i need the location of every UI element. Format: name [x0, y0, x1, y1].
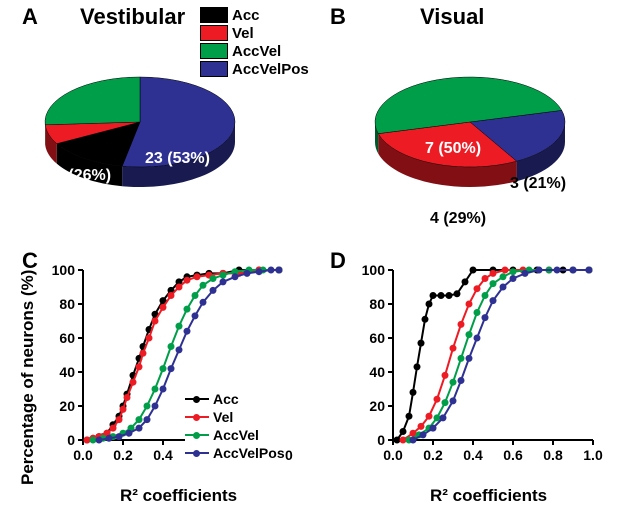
- panel-label-a: A: [22, 4, 38, 30]
- pie-slice-label: 6 (14%): [145, 205, 201, 223]
- chart-legend-row-accvel: AccVel: [185, 426, 285, 444]
- pie-slice-label: 7 (50%): [425, 140, 481, 158]
- pie-slice-label: 23 (53%): [145, 150, 210, 168]
- chart-legend-row-accvelpos: AccVelPos: [185, 444, 285, 462]
- chart-legend-row-acc: Acc: [185, 390, 285, 408]
- svg-text:60: 60: [369, 330, 385, 346]
- svg-text:100: 100: [362, 262, 386, 278]
- legend-swatch: [200, 7, 228, 23]
- svg-text:0.8: 0.8: [543, 447, 563, 463]
- legend-row-acc: Acc: [200, 6, 309, 24]
- svg-text:80: 80: [369, 296, 385, 312]
- svg-text:0.6: 0.6: [503, 447, 523, 463]
- pie-slice-label: 3 (21%): [510, 175, 566, 193]
- legend-row-vel: Vel: [200, 24, 309, 42]
- chart-legend-row-vel: Vel: [185, 408, 285, 426]
- title-vestibular: Vestibular: [80, 4, 185, 30]
- svg-text:0: 0: [377, 432, 385, 448]
- svg-text:0: 0: [67, 432, 75, 448]
- title-visual: Visual: [420, 4, 484, 30]
- svg-text:40: 40: [369, 364, 385, 380]
- svg-text:0.2: 0.2: [423, 447, 443, 463]
- pie-slice-label: 11 (26%): [47, 167, 111, 185]
- panel-label-b: B: [330, 4, 346, 30]
- svg-text:100: 100: [52, 262, 76, 278]
- legend-label: Acc: [232, 7, 260, 24]
- x-axis-label-d: R² coefficients: [430, 486, 547, 506]
- pie-slice-label: 4 (29%): [430, 210, 486, 228]
- svg-text:40: 40: [59, 364, 75, 380]
- svg-text:1.0: 1.0: [583, 447, 603, 463]
- panel-label-d: D: [330, 248, 346, 274]
- chart-visual-cdf: 0 20 40 60 80 100 0.0 0.2 0.4 0.6 0.8 1.0: [345, 260, 605, 485]
- x-axis-label-c: R² coefficients: [120, 486, 237, 506]
- pie-visual: 3 (21%) 4 (29%) 7 (50%): [370, 55, 590, 225]
- svg-text:80: 80: [59, 296, 75, 312]
- svg-text:0.4: 0.4: [153, 447, 173, 463]
- legend-label: Vel: [232, 25, 254, 42]
- svg-text:60: 60: [59, 330, 75, 346]
- svg-text:0.2: 0.2: [113, 447, 133, 463]
- legend-swatch: [200, 25, 228, 41]
- legend-chart: AccVelAccVelAccVelPos: [185, 390, 285, 462]
- svg-text:0.4: 0.4: [463, 447, 483, 463]
- svg-text:0.0: 0.0: [383, 447, 403, 463]
- svg-text:20: 20: [369, 398, 385, 414]
- pie-vestibular: 23 (53%)6 (14%)3 (7%)11 (26%): [40, 55, 260, 225]
- svg-text:0.0: 0.0: [73, 447, 93, 463]
- svg-text:20: 20: [59, 398, 75, 414]
